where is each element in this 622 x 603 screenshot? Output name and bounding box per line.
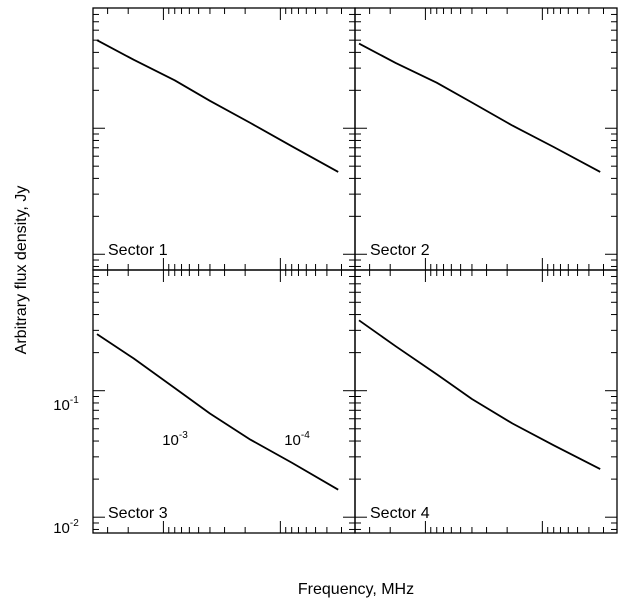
panel-3-label: Sector 3 [108,505,168,522]
panel-3-frame [92,269,356,534]
y-tick-labels: 10-1 10-2 [53,395,79,537]
panel-1-label: Sector 1 [108,242,168,259]
panel-3-series-line-0 [96,333,339,491]
y-tick-label-2-base: 10 [53,520,70,537]
x-tick-label-1-exp: -3 [179,430,188,441]
panel-2-label: Sector 2 [370,242,430,259]
y-tick-label-1: 10-1 [53,395,79,414]
panel-3: Sector 3 [92,269,356,534]
panels-layer: Sector 1 Sector 2 Sector 3 Sector 4 [92,7,618,534]
panel-4-label: Sector 4 [370,505,430,522]
y-tick-label-2: 10-2 [53,518,79,537]
panel-2: Sector 2 [354,7,618,271]
panel-1-series-line-0 [96,39,339,173]
y-tick-label-1-base: 10 [53,397,70,414]
panel-2-frame [354,7,618,271]
x-axis-label: Frequency, MHz [298,581,414,598]
panel-4-series-line-0 [358,319,601,470]
x-tick-label-1-base: 10 [162,432,179,449]
panel-2-series-line-0 [358,42,601,173]
x-tick-label-2: 10-4 [284,430,310,449]
panel-1-frame [92,7,356,271]
y-tick-label-2-exp: -2 [70,518,79,529]
x-tick-labels: 10-3 10-4 [162,430,310,449]
y-axis-label: Arbitrary flux density, Jy [13,186,30,355]
x-tick-label-2-exp: -4 [301,430,310,441]
x-tick-label-1: 10-3 [162,430,188,449]
panel-4-frame [354,269,618,534]
panel-1: Sector 1 [92,7,356,271]
panel-4: Sector 4 [354,269,618,534]
x-tick-label-2-base: 10 [284,432,301,449]
y-tick-label-1-exp: -1 [70,395,79,406]
